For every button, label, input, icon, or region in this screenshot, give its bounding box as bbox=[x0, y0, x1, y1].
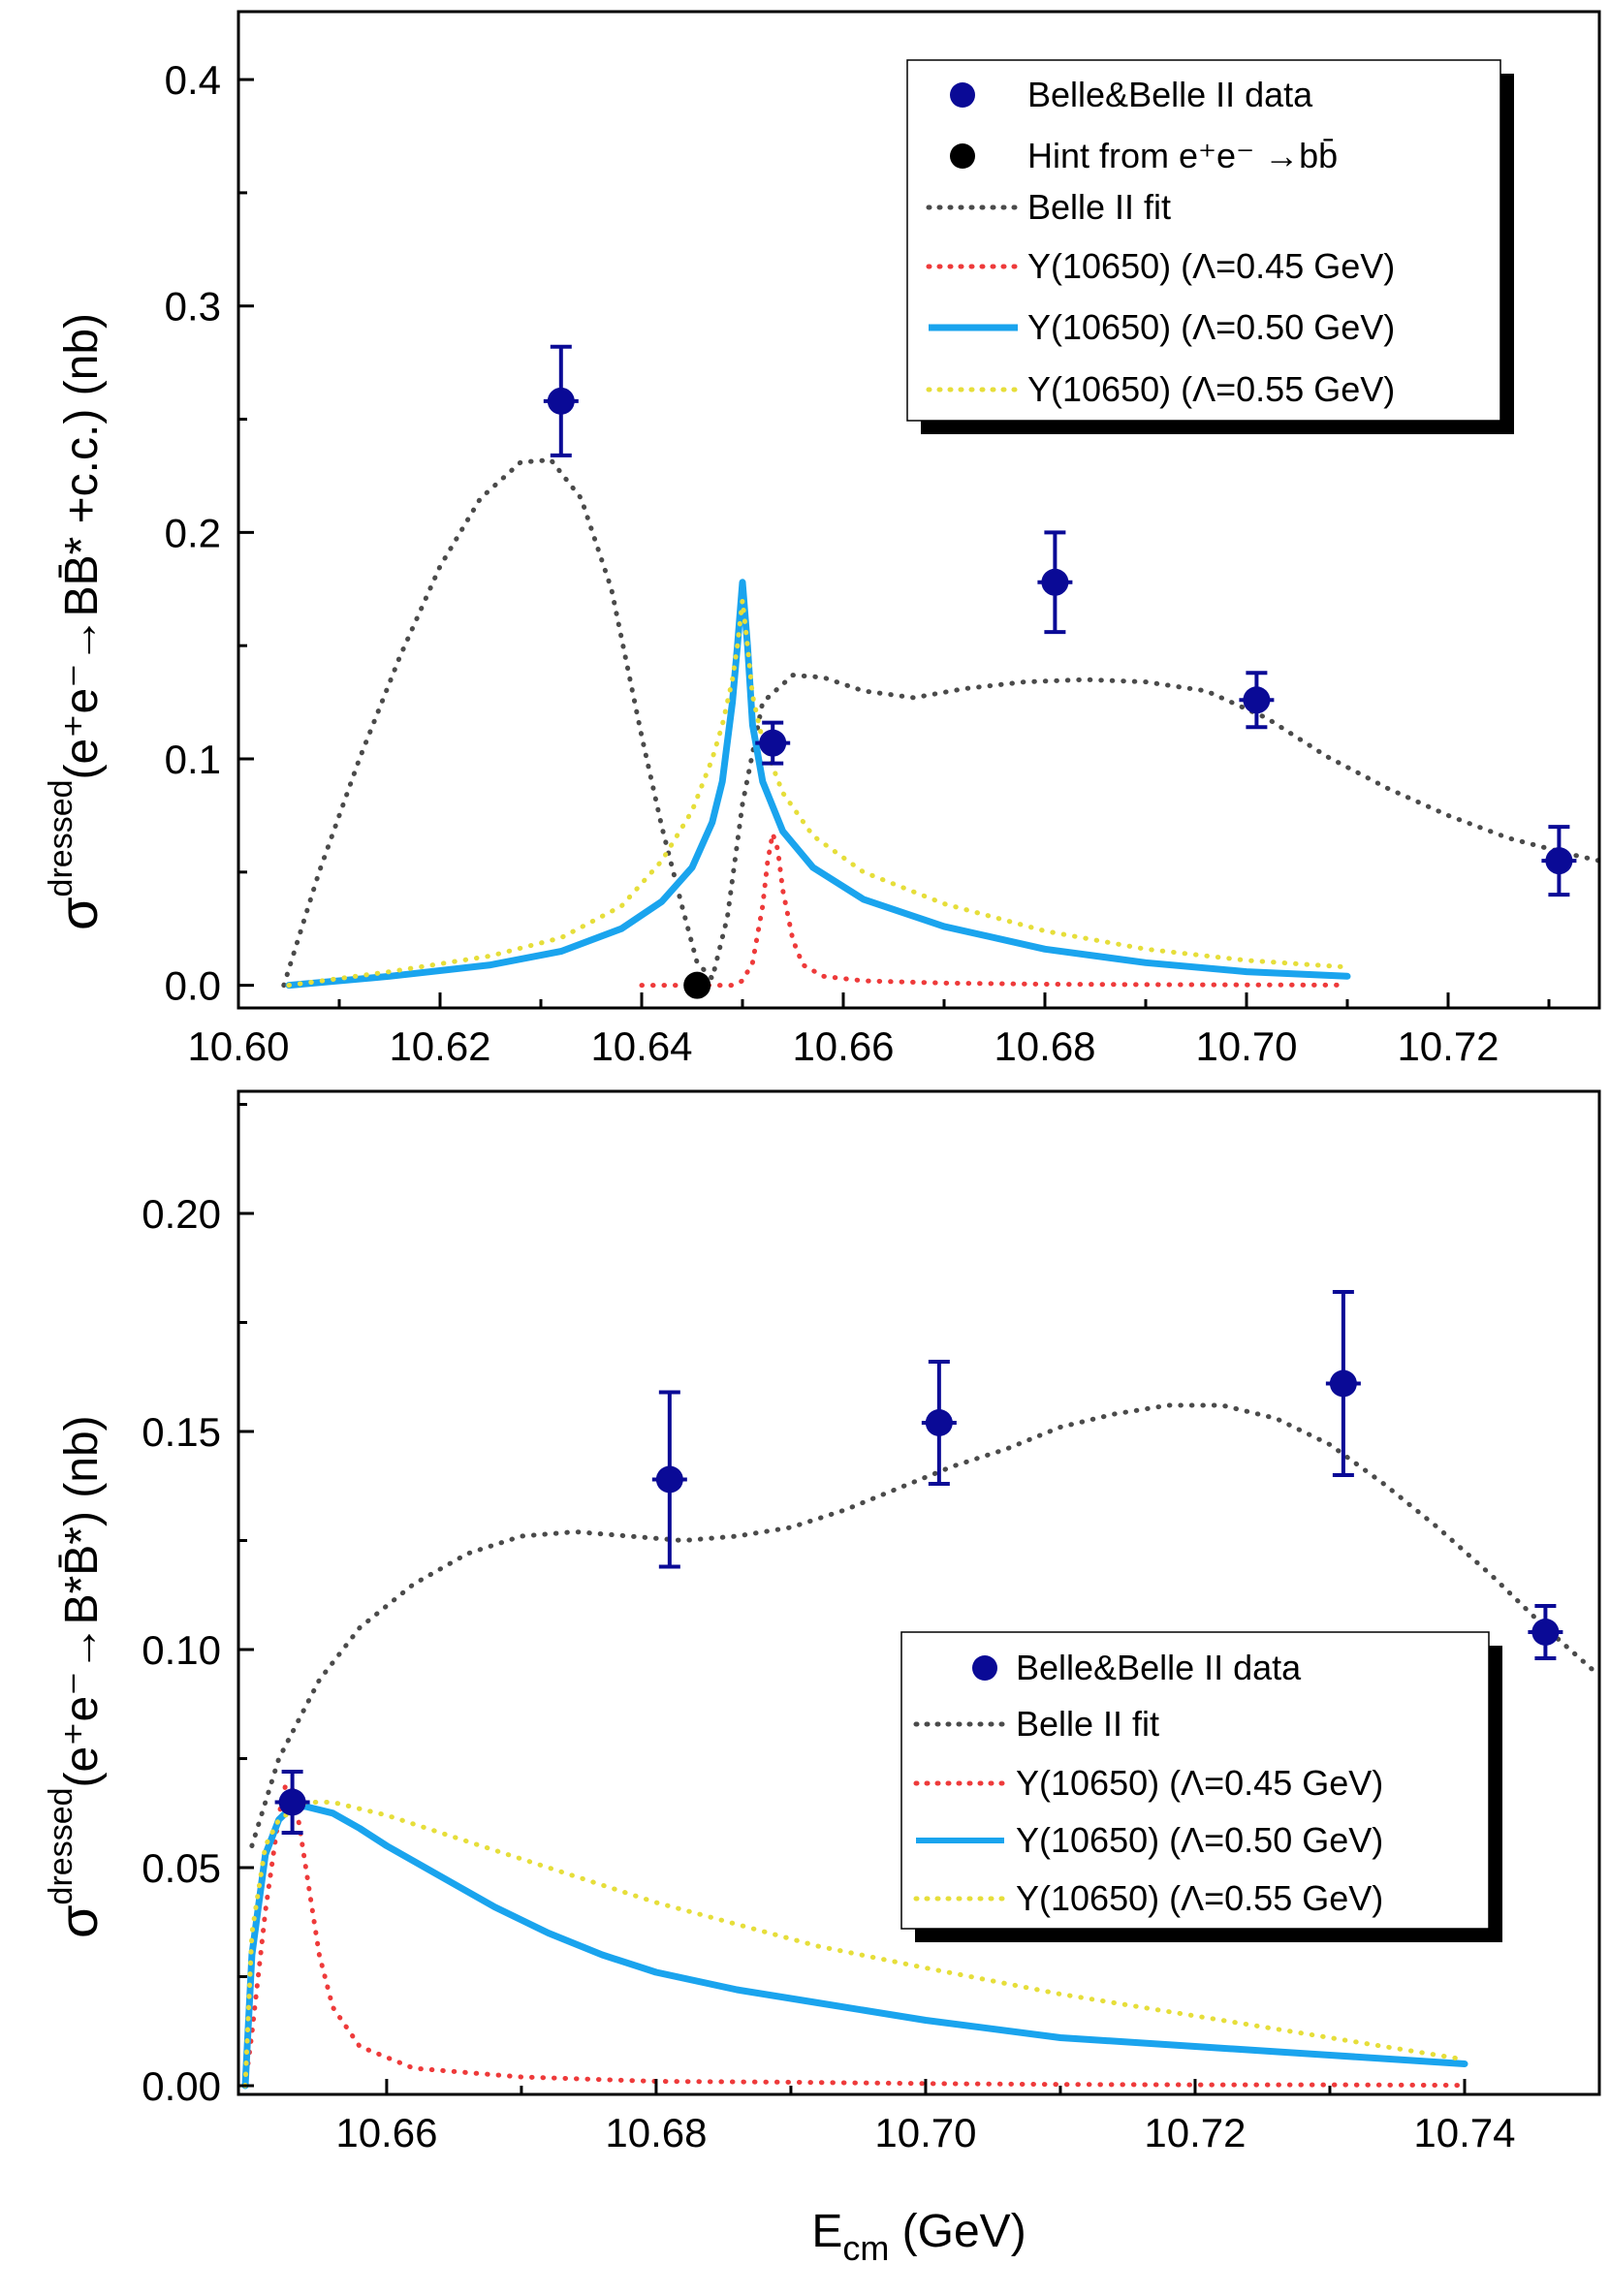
top-x-tick-label: 10.66 bbox=[792, 1023, 894, 1069]
bottom-x-axis-title: Ecm (GeV) bbox=[811, 2206, 1026, 2268]
top-marker-belle-belle-ii-data bbox=[1243, 686, 1271, 714]
bottom-legend-label-fit: Belle II fit bbox=[1016, 1704, 1159, 1744]
top-series-layer bbox=[281, 344, 1599, 999]
top-marker-hint-from-e-e-bb bbox=[683, 971, 711, 999]
bottom-data-point bbox=[1528, 1604, 1563, 1660]
bottom-legend-label-050: Y(10650) (Λ=0.50 GeV) bbox=[1016, 1820, 1383, 1860]
bottom-y-tick-label: 0.20 bbox=[142, 1191, 221, 1237]
bottom-marker-belle-belle-ii-data bbox=[925, 1409, 953, 1436]
bottom-marker-belle-belle-ii-data bbox=[278, 1788, 306, 1816]
top-x-tick-label: 10.62 bbox=[389, 1023, 490, 1069]
top-y-tick-label: 0.3 bbox=[165, 284, 221, 330]
top-y-tick-label: 0.2 bbox=[165, 510, 221, 555]
top-ticks-layer: 10.60 10.62 10.64 10.66 10.68 10.70 10.72 0.0 0.… bbox=[165, 57, 1551, 1069]
bottom-y-tick-label: 0.10 bbox=[142, 1627, 221, 1673]
top-legend-label-050: Y(10650) (Λ=0.50 GeV) bbox=[1027, 307, 1395, 347]
top-x-tick-label: 10.60 bbox=[187, 1023, 289, 1069]
bottom-y-tick-label: 0.00 bbox=[142, 2063, 221, 2109]
bottom-series-y-10650-0-45-gev bbox=[242, 1782, 1468, 2089]
bottom-points bbox=[274, 1290, 1563, 1835]
top-legend-marker-data bbox=[950, 82, 975, 108]
bottom-lines bbox=[241, 1402, 1599, 2090]
bottom-plot-frame bbox=[237, 1089, 1601, 2096]
top-marker-belle-belle-ii-data bbox=[1545, 847, 1573, 875]
top-data-point bbox=[1239, 671, 1275, 730]
bottom-y-axis-title: σdressed(e⁺e⁻→B*B̄*) (nb) bbox=[43, 1415, 109, 1938]
bottom-marker-belle-belle-ii-data bbox=[655, 1465, 683, 1494]
top-marker-belle-belle-ii-data bbox=[1041, 568, 1069, 596]
top-panel: 10.60 10.62 10.64 10.66 10.68 10.70 10.72 0.0 0.… bbox=[43, 10, 1601, 1069]
bottom-y-tick-label: 0.05 bbox=[142, 1845, 221, 1891]
bottom-series-layer bbox=[241, 1290, 1599, 2090]
top-series-y-10650-0-45-gev bbox=[639, 831, 1350, 989]
bottom-marker-belle-belle-ii-data bbox=[1531, 1619, 1560, 1646]
top-data-point bbox=[755, 720, 791, 766]
top-legend-box bbox=[906, 59, 1501, 422]
bottom-x-tick-label: 10.72 bbox=[1144, 2110, 1246, 2155]
top-marker-belle-belle-ii-data bbox=[759, 729, 787, 757]
bottom-series-belle-ii-fit bbox=[249, 1402, 1599, 1848]
top-data-point bbox=[1037, 530, 1073, 635]
top-y-tick-label: 0.0 bbox=[165, 963, 221, 1009]
top-data-point bbox=[1541, 825, 1577, 897]
top-legend-marker-hint bbox=[950, 143, 975, 169]
top-y-axis-title: σdressed(e⁺e⁻→BB̄* +c.c.) (nb) bbox=[43, 313, 109, 930]
bottom-legend-label-045: Y(10650) (Λ=0.45 GeV) bbox=[1016, 1763, 1383, 1803]
bottom-series-y-10650-0-55-gev bbox=[242, 1800, 1468, 2089]
bottom-x-tick-label: 10.68 bbox=[605, 2110, 707, 2155]
top-x-tick-label: 10.64 bbox=[590, 1023, 692, 1069]
top-series-y-10650-0-55-gev bbox=[286, 598, 1350, 989]
bottom-legend: Belle&Belle II data Belle II fit Y(10650… bbox=[900, 1631, 1502, 1942]
bottom-x-tick-label: 10.74 bbox=[1413, 2110, 1515, 2155]
bottom-legend-label-data: Belle&Belle II data bbox=[1016, 1648, 1302, 1687]
top-legend-label-data: Belle&Belle II data bbox=[1027, 75, 1313, 114]
top-legend-label-fit: Belle II fit bbox=[1027, 187, 1171, 227]
top-data-point bbox=[543, 344, 579, 457]
top-series-y-10650-0-50-gev bbox=[285, 579, 1351, 990]
bottom-marker-belle-belle-ii-data bbox=[1329, 1369, 1357, 1398]
bottom-ticks-layer: 10.66 10.68 10.70 10.72 10.74 0.00 0.05 0.10 0.1… bbox=[142, 1103, 1516, 2155]
bottom-data-point bbox=[651, 1390, 687, 1569]
bottom-data-point bbox=[274, 1770, 310, 1835]
bottom-data-point bbox=[1325, 1290, 1361, 1477]
bottom-x-tick-label: 10.70 bbox=[874, 2110, 976, 2155]
top-y-tick-label: 0.4 bbox=[165, 57, 221, 103]
top-plot-frame bbox=[237, 10, 1601, 1010]
bottom-legend-label-055: Y(10650) (Λ=0.55 GeV) bbox=[1016, 1878, 1383, 1918]
top-lines bbox=[281, 457, 1599, 990]
bottom-legend-box bbox=[900, 1631, 1490, 1930]
bottom-panel: 10.66 10.68 10.70 10.72 10.74 0.00 0.05 0.10 0.1… bbox=[43, 1089, 1601, 2268]
top-points bbox=[543, 344, 1577, 999]
top-x-tick-label: 10.70 bbox=[1195, 1023, 1297, 1069]
top-marker-belle-belle-ii-data bbox=[547, 387, 575, 415]
top-x-tick-label: 10.68 bbox=[994, 1023, 1095, 1069]
top-x-tick-label: 10.72 bbox=[1397, 1023, 1499, 1069]
bottom-data-point bbox=[921, 1360, 957, 1486]
top-data-point bbox=[683, 971, 711, 999]
top-legend-label-055: Y(10650) (Λ=0.55 GeV) bbox=[1027, 369, 1395, 409]
top-legend-label-hint: Hint from e⁺e⁻ →bb̄ bbox=[1027, 136, 1338, 175]
bottom-y-tick-label: 0.15 bbox=[142, 1409, 221, 1455]
bottom-x-tick-label: 10.66 bbox=[335, 2110, 437, 2155]
bottom-legend-marker-data bbox=[972, 1655, 997, 1681]
top-y-tick-label: 0.1 bbox=[165, 737, 221, 782]
top-legend: Belle&Belle II data Hint from e⁺e⁻ →bb̄ … bbox=[906, 59, 1514, 434]
top-legend-label-045: Y(10650) (Λ=0.45 GeV) bbox=[1027, 246, 1395, 286]
